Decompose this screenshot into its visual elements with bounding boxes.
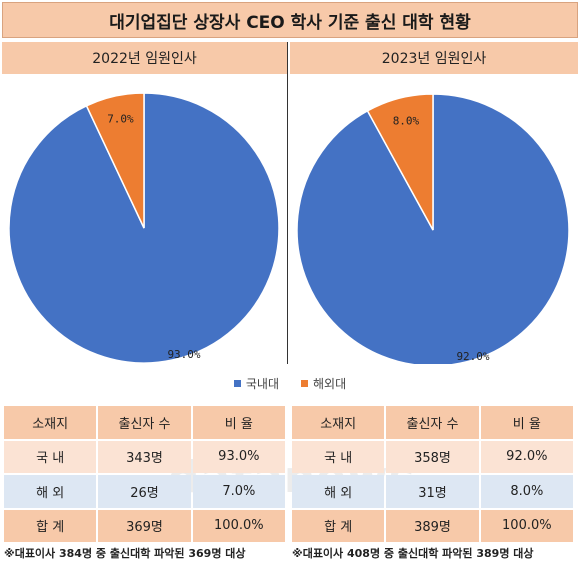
table-row-total: 합 계 389명 100.0% [292,509,573,542]
cell-ratio: 100.0% [192,509,285,542]
chart-title-2023: 2023년 임원인사 [290,42,578,74]
pie-label-foreign: 7.0% [107,113,134,126]
cell-location: 국 내 [292,440,385,473]
cell-location: 국 내 [4,440,97,473]
cell-ratio: 93.0% [192,440,285,473]
header-count: 출신자 수 [98,406,191,439]
legend-swatch-domestic [233,379,241,387]
table-row-domestic: 국 내 358명 92.0% [292,440,573,473]
chart-title-2022: 2022년 임원인사 [2,42,287,74]
table-row-foreign: 해 외 26명 7.0% [4,475,285,508]
cell-count: 358명 [386,440,479,473]
footnote-2022: ※대표이사 384명 중 출신대학 파악된 369명 대상 [4,547,246,560]
chart-panel-2023: 2023년 임원인사 92.0% 8.0% [290,42,578,364]
pie-label-domestic: 93.0% [167,348,200,361]
cell-ratio: 8.0% [480,475,573,508]
table-row-domestic: 국 내 343명 93.0% [4,440,285,473]
cell-ratio: 7.0% [192,475,285,508]
legend-swatch-foreign [301,379,308,387]
legend-item-foreign: 해외대 [301,375,346,392]
cell-location: 해 외 [4,475,97,508]
cell-count: 31명 [386,475,479,508]
cell-count: 369명 [98,509,191,542]
table-header-row: 소재지 출신자 수 비 율 [292,406,573,439]
chart-legend: 국내대 해외대 [0,374,580,392]
table-row-foreign: 해 외 31명 8.0% [292,475,573,508]
table-row-total: 합 계 369명 100.0% [4,509,285,542]
pie-slice-foreign [366,93,434,231]
cell-location: 합 계 [292,509,385,542]
header-count: 출신자 수 [386,406,479,439]
header-ratio: 비 율 [480,406,573,439]
stats-table-2022: 소재지 출신자 수 비 율 국 내 343명 93.0% 해 외 26명 7.0… [2,404,287,544]
cell-count: 343명 [98,440,191,473]
chart-panel-2022: 2022년 임원인사 93.0% 7.0% [2,42,288,364]
header-location: 소재지 [4,406,97,439]
cell-location: 해 외 [292,475,385,508]
footnote-2023: ※대표이사 408명 중 출신대학 파악된 389명 대상 [292,547,534,560]
page-title: 대기업집단 상장사 CEO 학사 기준 출신 대학 현황 [2,2,578,38]
pie-label-domestic: 92.0% [456,350,489,363]
table-header-row: 소재지 출신자 수 비 율 [4,406,285,439]
cell-count: 389명 [386,509,479,542]
pie-label-foreign: 8.0% [393,115,420,128]
legend-label-foreign: 해외대 [313,376,347,391]
cell-ratio: 100.0% [480,509,573,542]
pie-chart-2022: 93.0% 7.0% [8,92,280,364]
stats-table-2023: 소재지 출신자 수 비 율 국 내 358명 92.0% 해 외 31명 8.0… [290,404,575,544]
pie-slice-foreign [85,92,145,229]
cell-ratio: 92.0% [480,440,573,473]
legend-item-domestic: 국내대 [233,375,279,392]
header-ratio: 비 율 [192,406,285,439]
pie-chart-2023: 92.0% 8.0% [296,93,570,364]
header-location: 소재지 [292,406,385,439]
cell-location: 합 계 [4,509,97,542]
legend-label-domestic: 국내대 [245,376,279,391]
cell-count: 26명 [98,475,191,508]
